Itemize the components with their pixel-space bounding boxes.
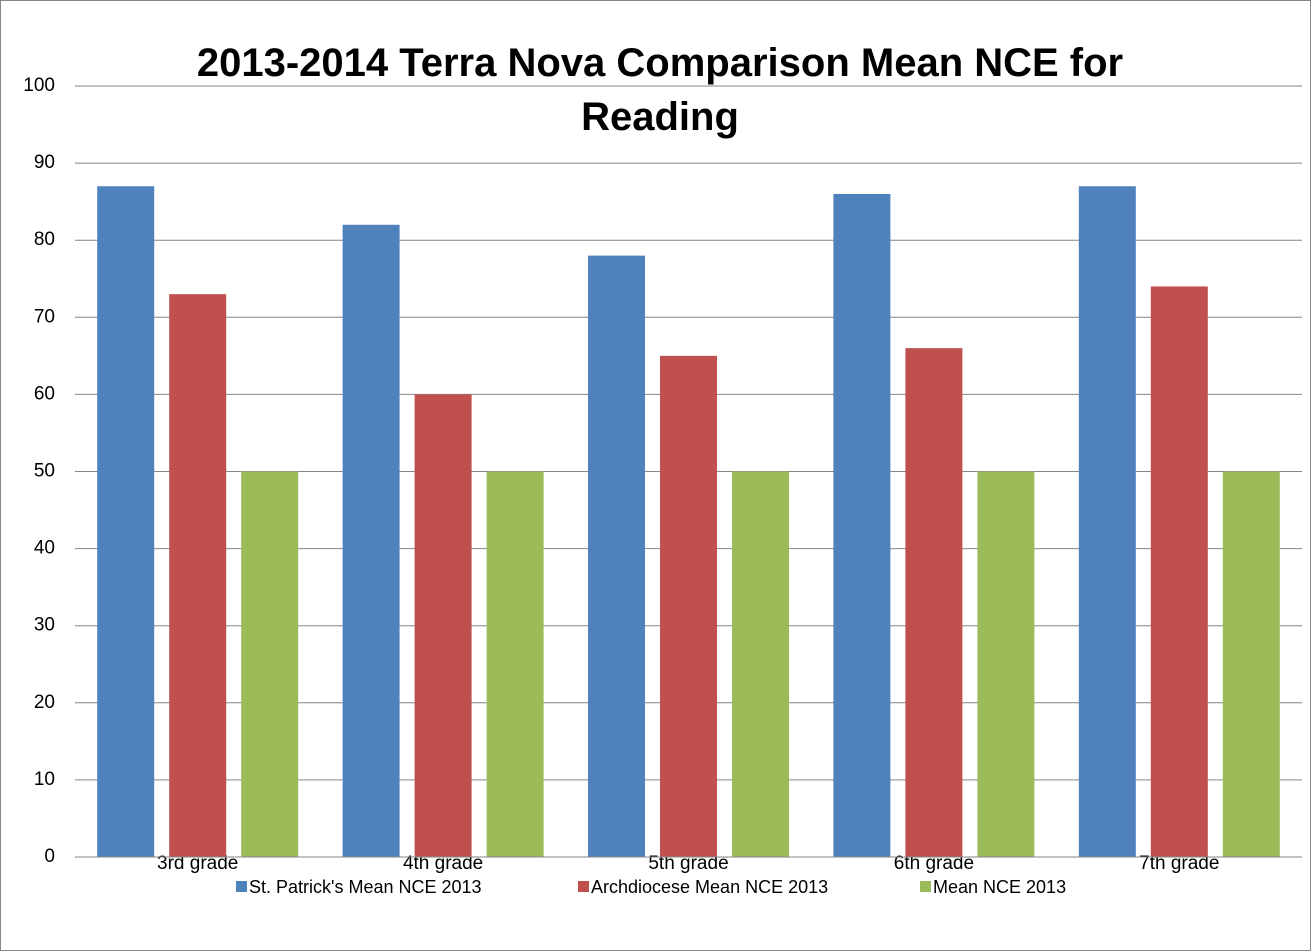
x-tick-label: 3rd grade: [157, 853, 238, 874]
bar: [1078, 186, 1136, 858]
bar: [977, 471, 1035, 857]
x-tick-label: 5th grade: [648, 853, 728, 874]
x-tick-label: 6th grade: [894, 853, 974, 874]
bar: [169, 294, 227, 857]
bar: [1150, 286, 1208, 858]
legend-swatch: [920, 881, 931, 892]
bar: [905, 348, 963, 857]
y-tick-label: 40: [34, 538, 55, 559]
legend-label: Mean NCE 2013: [933, 877, 1066, 897]
legend-label: Archdiocese Mean NCE 2013: [591, 877, 828, 897]
legend-label: St. Patrick's Mean NCE 2013: [249, 877, 482, 897]
bar: [414, 394, 472, 857]
bar: [486, 471, 544, 857]
bar: [342, 224, 400, 857]
y-tick-label: 0: [44, 846, 55, 867]
bar: [732, 471, 789, 857]
x-tick-label: 7th grade: [1139, 853, 1219, 874]
y-tick-label: 20: [34, 692, 55, 713]
legend-swatch: [578, 881, 589, 892]
y-tick-label: 100: [23, 75, 55, 96]
x-tick-label: 4th grade: [403, 853, 483, 874]
chart-title: 2013-2014 Terra Nova Comparison Mean NCE…: [196, 41, 1124, 139]
y-tick-label: 50: [34, 461, 55, 482]
bar: [588, 255, 645, 857]
bar: [97, 186, 155, 858]
legend-swatch: [236, 881, 247, 892]
bar: [241, 471, 299, 857]
bar: [660, 355, 717, 857]
y-tick-label: 10: [34, 769, 55, 790]
y-tick-label: 60: [34, 383, 55, 404]
y-tick-label: 30: [34, 615, 55, 636]
y-tick-label: 70: [34, 306, 55, 327]
y-tick-label: 80: [34, 229, 55, 250]
y-tick-label: 90: [34, 152, 55, 173]
legend: St. Patrick's Mean NCE 2013 Archdiocese M…: [236, 877, 1066, 897]
bar: [833, 193, 891, 857]
bar: [1222, 471, 1280, 857]
